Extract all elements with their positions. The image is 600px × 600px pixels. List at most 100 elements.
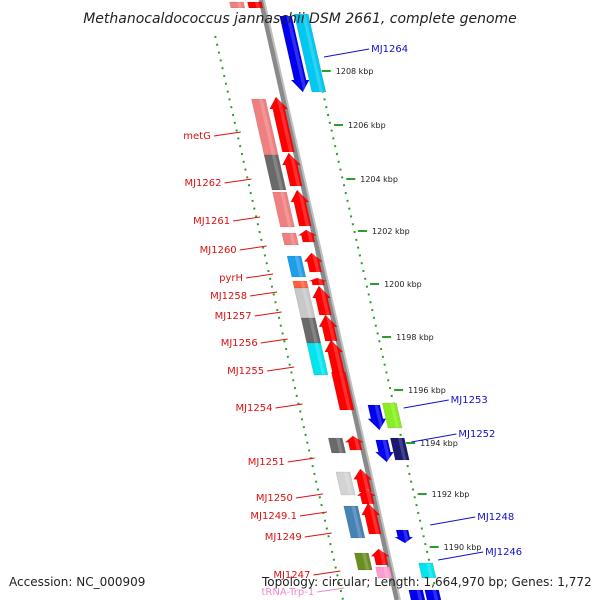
leader-line xyxy=(317,587,345,593)
gene-feature-shade xyxy=(297,190,310,226)
tick-label: 1198 kbp xyxy=(396,333,434,342)
map-title: Methanocaldococcus jannaschii DSM 2661, … xyxy=(83,11,517,27)
leader-line xyxy=(438,551,484,561)
left-guide-line xyxy=(214,35,344,600)
gene-feature-shade xyxy=(361,469,370,492)
gene-feature xyxy=(344,435,365,451)
gene-feature-shade xyxy=(312,253,320,272)
tick-label: 1206 kbp xyxy=(348,121,386,130)
gene-feature-shade xyxy=(331,340,343,372)
leader-line xyxy=(411,433,457,443)
gene-feature xyxy=(293,13,327,93)
gene-feature xyxy=(281,232,299,246)
gene-feature xyxy=(297,229,317,243)
gene-label-left: metG xyxy=(183,131,211,142)
gene-label-left: MJ1254 xyxy=(235,403,272,414)
backbone-highlight xyxy=(263,0,401,600)
gene-feature-shade xyxy=(300,281,306,288)
gene-label-left: MJ1258 xyxy=(210,291,247,302)
gene-feature-shade xyxy=(301,14,324,92)
gene-feature-shade xyxy=(289,233,296,245)
gene-feature xyxy=(370,548,391,566)
gene-feature-shade xyxy=(314,343,326,375)
gene-feature-shade xyxy=(276,97,293,152)
gene-feature xyxy=(374,439,395,463)
leader-line xyxy=(239,245,267,251)
gene-feature-shade xyxy=(286,16,308,92)
leader-line xyxy=(430,516,476,526)
gene-feature xyxy=(303,252,324,273)
leader-line xyxy=(260,338,288,344)
gene-feature-shade xyxy=(319,286,330,315)
gene-feature xyxy=(247,1,264,9)
leader-line xyxy=(304,532,332,538)
gene-feature xyxy=(272,191,295,228)
leader-line xyxy=(403,399,449,409)
topology-text: Topology: circular; Length: 1,664,970 bp… xyxy=(262,575,592,589)
gene-label-right: MJ1253 xyxy=(451,395,488,406)
gene-features xyxy=(229,1,442,600)
gene-label-left: MJ1262 xyxy=(184,178,221,189)
gene-feature-shade xyxy=(397,438,407,460)
gene-feature xyxy=(393,529,414,544)
gene-feature-shade xyxy=(339,372,352,410)
gene-feature xyxy=(327,437,347,454)
gene-feature-shade xyxy=(362,553,370,570)
gene-feature xyxy=(263,154,287,191)
gene-feature xyxy=(418,562,437,579)
gene-feature-shade xyxy=(301,288,313,318)
kbp-ticks: 1208 kbp 1206 kbp 1204 kbp 1202 kbp 1200 kbp… xyxy=(321,67,481,552)
gene-label-right: MJ1252 xyxy=(458,429,495,440)
gene-label-left: MJ1249.1 xyxy=(250,511,297,522)
genome-backbone xyxy=(258,0,401,600)
gene-feature xyxy=(389,437,410,461)
gene-feature xyxy=(279,15,310,93)
gene-feature-shade xyxy=(390,403,400,428)
gene-feature-shade xyxy=(379,549,387,565)
gene-feature xyxy=(361,502,382,535)
gene-label-left: MJ1250 xyxy=(256,493,293,504)
backbone-line xyxy=(258,0,400,600)
gene-feature-shade xyxy=(426,563,434,578)
gene-feature-shade xyxy=(280,192,292,227)
gene-label-left: pyrH xyxy=(219,273,243,284)
gene-feature xyxy=(375,566,393,579)
gene-feature-shade xyxy=(271,155,284,190)
gene-feature-shade xyxy=(374,405,384,430)
tick-label: 1196 kbp xyxy=(408,386,446,395)
gene-feature xyxy=(308,277,327,286)
gene-feature-shade xyxy=(416,590,423,600)
leader-line xyxy=(250,291,278,297)
leader-line xyxy=(275,403,303,409)
gene-label-left: MJ1247 xyxy=(273,570,310,581)
gene-feature-shade xyxy=(317,278,323,285)
tick-label: 1202 kbp xyxy=(372,227,410,236)
gene-feature xyxy=(290,189,312,227)
gene-feature xyxy=(306,342,329,376)
gene-label-left: tRNA-Trp-1 xyxy=(261,587,314,598)
tick-label: 1204 kbp xyxy=(360,175,398,184)
gene-feature-shade xyxy=(382,440,391,462)
gene-feature-shade xyxy=(402,530,410,543)
gene-label-right: MJ1246 xyxy=(485,547,522,558)
gene-feature xyxy=(381,402,403,429)
gene-label-left: MJ1255 xyxy=(227,366,264,377)
gene-feature xyxy=(330,371,355,411)
gene-label-left: MJ1261 xyxy=(193,216,230,227)
gene-feature-shade xyxy=(289,153,301,186)
gene-feature-shade xyxy=(294,256,303,277)
gene-feature xyxy=(281,152,303,187)
leader-line xyxy=(245,273,274,279)
leader-line xyxy=(224,178,252,184)
gene-feature-shade xyxy=(308,318,318,343)
gene-feature-shade xyxy=(432,590,439,600)
gene-feature xyxy=(367,404,387,431)
gene-feature xyxy=(229,1,246,9)
right-guide-line xyxy=(309,35,439,600)
tick-label: 1208 kbp xyxy=(336,67,374,76)
leader-line xyxy=(313,570,341,576)
leader-line xyxy=(299,511,328,517)
grid-lines xyxy=(214,35,439,600)
gene-labels: metG MJ1262 MJ1261 MJ1260 pyrH MJ1258 MJ1257 MJ… xyxy=(183,44,522,598)
